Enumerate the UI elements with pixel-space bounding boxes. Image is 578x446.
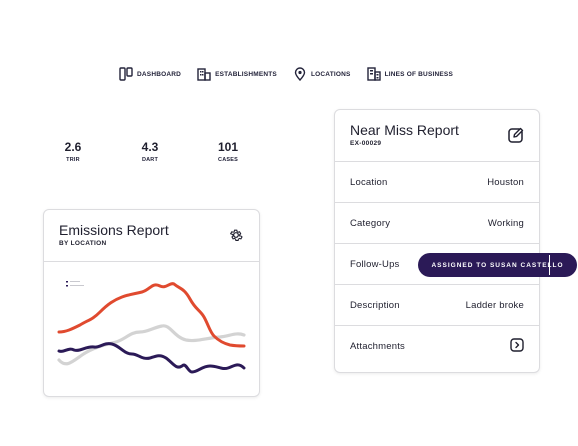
edit-icon[interactable] [507,126,525,144]
metric-label: TRIR [66,157,80,163]
near-miss-id: EX-00029 [350,140,382,147]
top-nav: DASHBOARD ESTABLISHMENTS LOCATIONS LINES… [119,67,469,81]
near-miss-report-card[interactable]: Near Miss Report EX-00029 Location Houst… [334,109,540,373]
nav-locations[interactable]: LOCATIONS [293,67,351,81]
nav-lines-of-business[interactable]: LINES OF BUSINESS [366,67,453,81]
near-miss-row-follow-ups[interactable]: Follow-Ups [335,244,539,285]
building-icon [197,67,211,81]
metric-label: CASES [218,157,238,163]
row-key: Category [350,218,391,229]
text-cursor [549,255,550,275]
nav-lines-of-business-label: LINES OF BUSINESS [384,70,453,78]
metric-value: 4.3 [141,140,159,154]
near-miss-row-category[interactable]: Category Working [335,203,539,244]
row-value: Ladder broke [465,300,524,311]
metric-trir: 2.6 TRIR [53,140,93,163]
row-value: Working [487,218,524,229]
metric-value: 101 [217,140,239,154]
row-key: Description [350,300,400,311]
metric-label: DART [141,157,159,163]
chevron-right-icon[interactable] [510,338,524,352]
near-miss-title: Near Miss Report [350,122,459,138]
assigned-to-badge[interactable]: ASSIGNED TO SUSAN CASTELLO [418,253,577,277]
purple-series-line [57,342,246,374]
metric-cases: 101 CASES [208,140,248,163]
emissions-chart [44,262,259,396]
row-key: Follow-Ups [350,259,400,270]
near-miss-row-attachments[interactable]: Attachments [335,326,539,366]
dashboard-icon [119,67,133,81]
emissions-title: Emissions Report [59,222,169,238]
metrics-summary: 2.6 TRIR 4.3 DART 101 CASES [55,140,250,170]
business-lines-icon [366,67,381,81]
location-pin-icon [293,67,307,81]
emissions-subtitle: BY LOCATION [59,240,107,247]
row-key: Attachments [350,341,406,352]
red-series-line [57,282,246,348]
gear-icon[interactable] [228,227,244,243]
near-miss-row-location[interactable]: Location Houston [335,162,539,203]
assigned-to-label: ASSIGNED TO SUSAN CASTELLO [431,261,564,269]
nav-locations-label: LOCATIONS [310,70,351,78]
emissions-card-header: Emissions Report BY LOCATION [44,210,259,262]
metric-value: 2.6 [64,140,82,154]
near-miss-row-description[interactable]: Description Ladder broke [335,285,539,326]
legend-lines-icon [66,281,84,287]
metric-dart: 4.3 DART [130,140,170,163]
nav-dashboard-label: DASHBOARD [137,70,182,78]
nav-establishments-label: ESTABLISHMENTS [215,70,277,78]
nav-establishments[interactable]: ESTABLISHMENTS [197,67,277,81]
row-key: Location [350,177,388,188]
emissions-report-card[interactable]: Emissions Report BY LOCATION [43,209,260,397]
near-miss-header: Near Miss Report EX-00029 [335,110,539,162]
row-value: Houston [487,177,524,188]
nav-dashboard[interactable]: DASHBOARD [119,67,181,81]
